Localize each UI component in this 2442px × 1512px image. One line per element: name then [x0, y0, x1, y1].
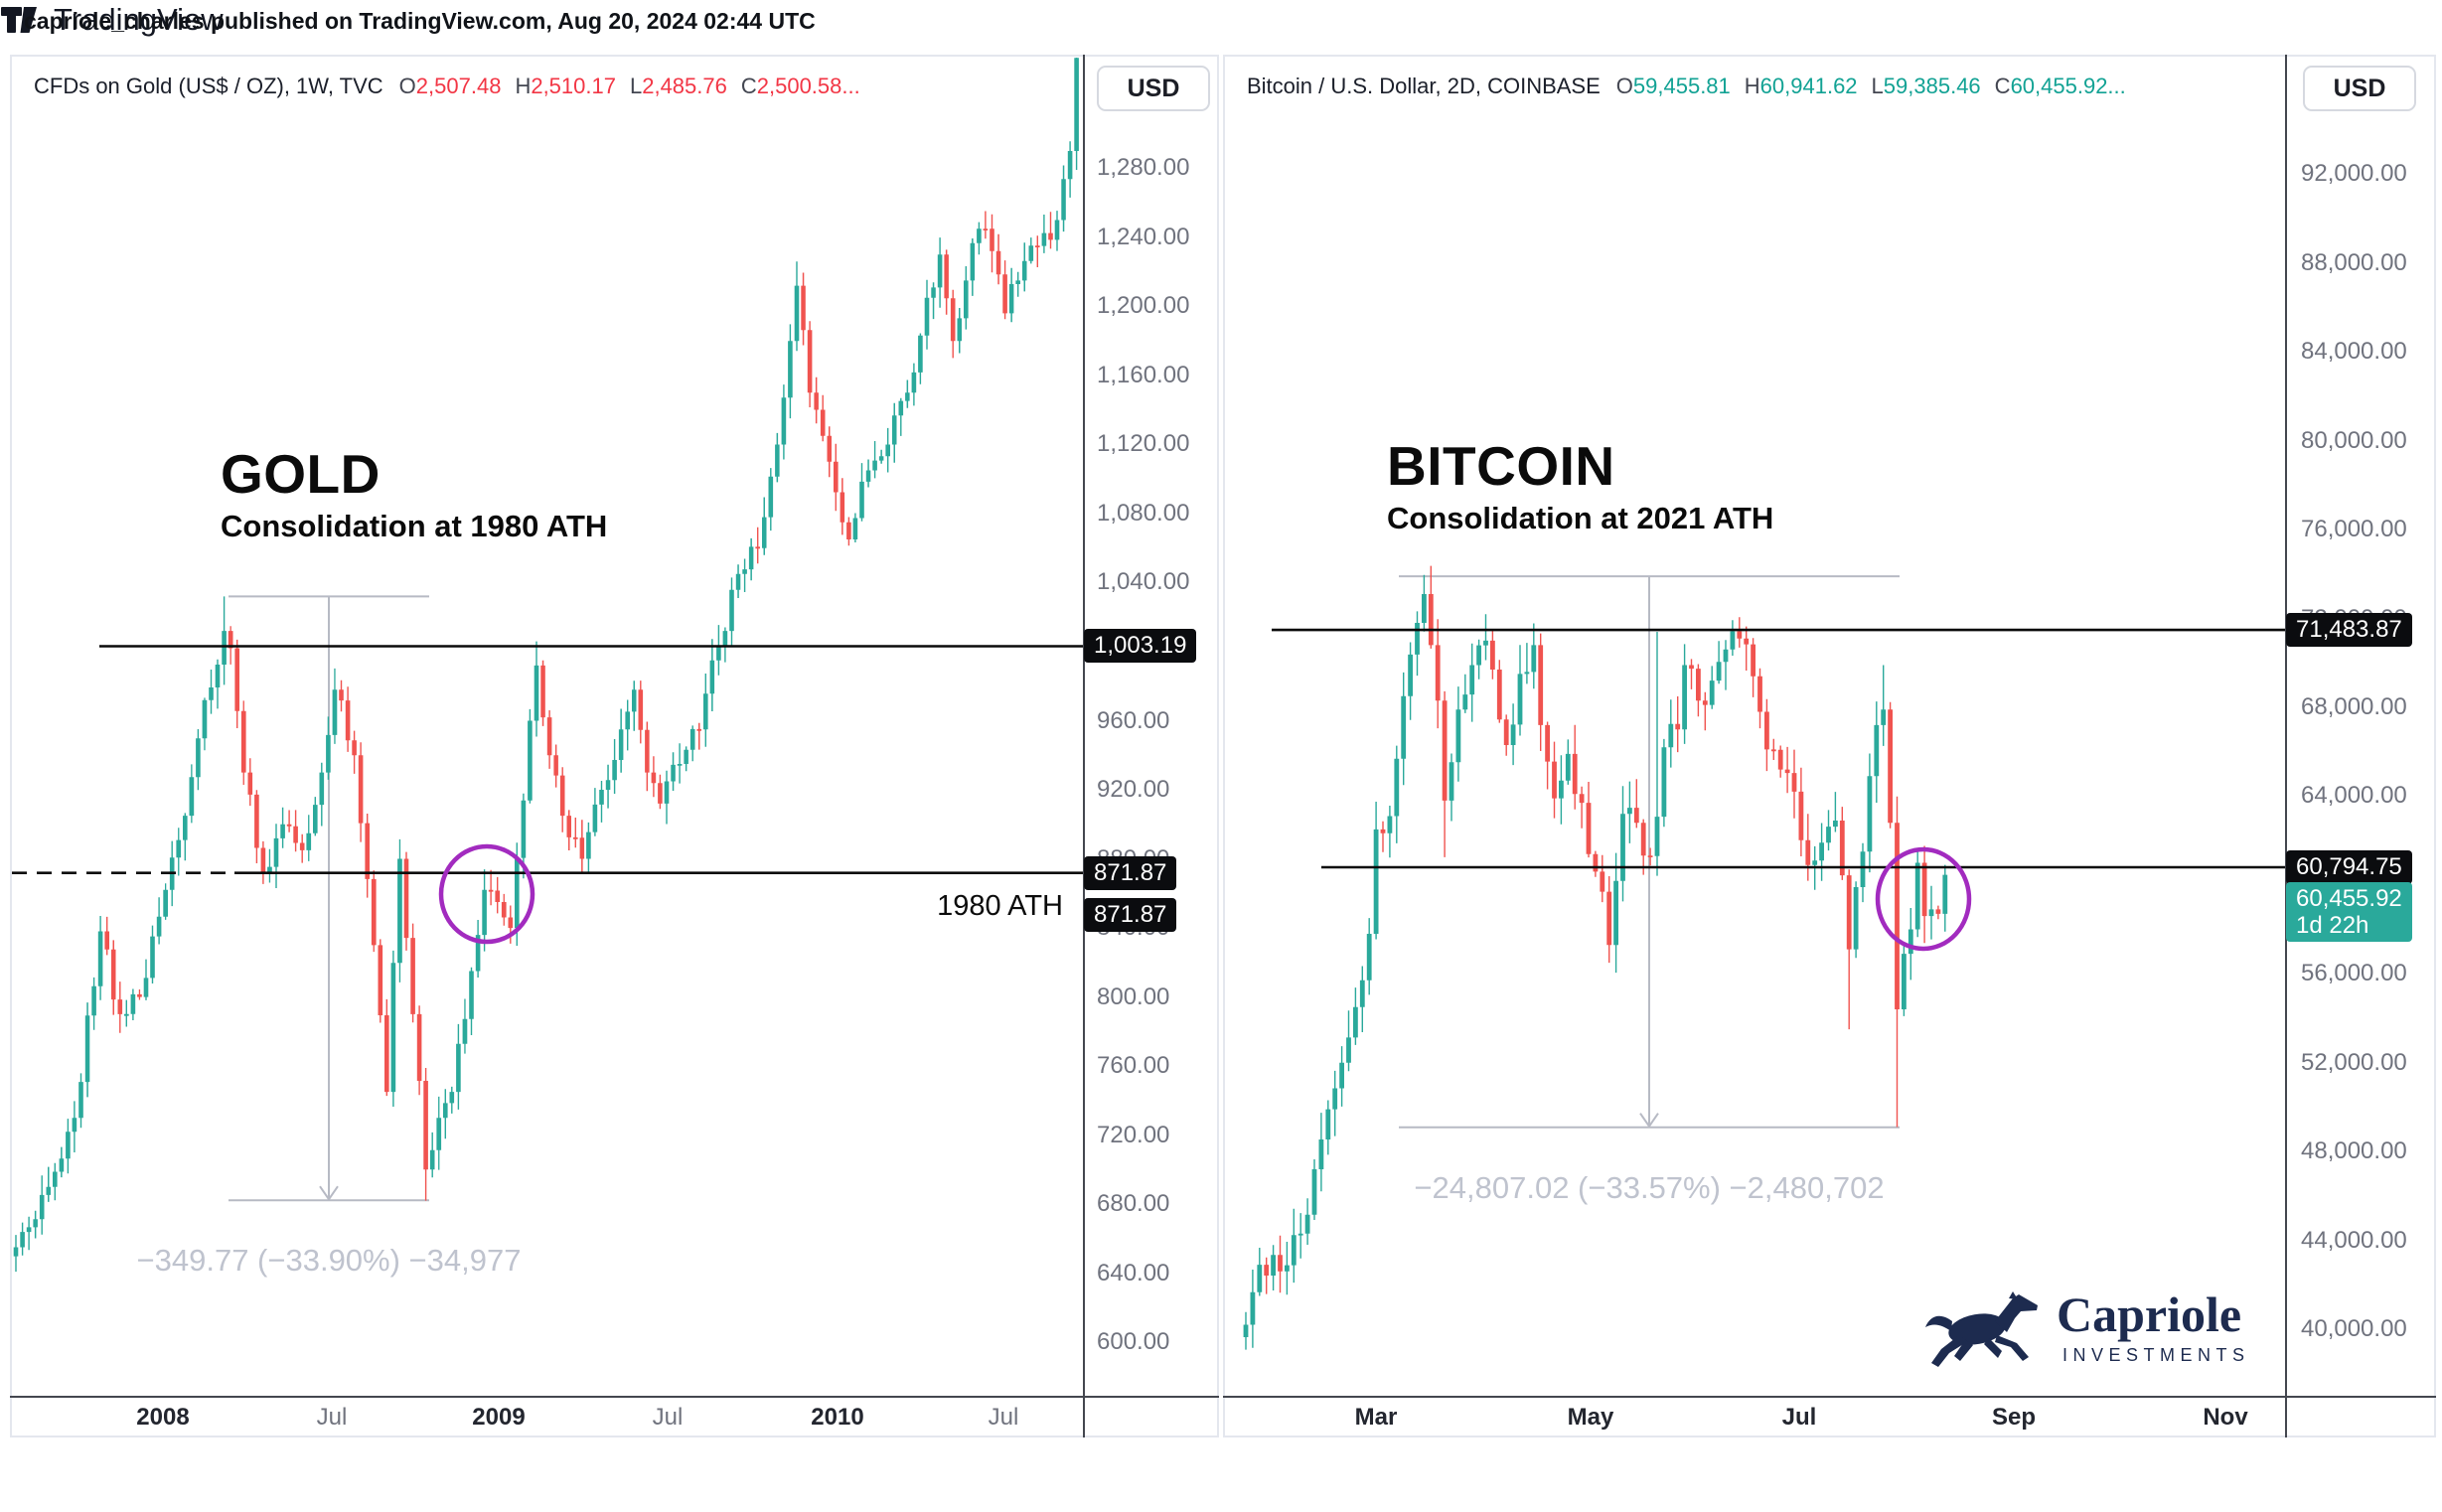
btc-low: L59,385.46: [1871, 74, 1981, 98]
gold-open: O2,507.48: [398, 74, 502, 98]
capriole-subtitle: INVESTMENTS: [2062, 1345, 2250, 1365]
btc-time-axis-separator: [1223, 1396, 2436, 1398]
gold-time-axis-separator: [10, 1396, 1219, 1398]
btc-plot-pane[interactable]: [1243, 111, 2284, 1395]
btc-close: C60,455.92...: [1994, 74, 2126, 98]
btc-annotation-subtitle: Consolidation at 2021 ATH: [1387, 501, 1774, 535]
btc-currency-button[interactable]: USD: [2303, 66, 2416, 111]
bitcoin-chart-panel: [1223, 55, 2436, 1437]
gold-legend[interactable]: CFDs on Gold (US$ / OZ), 1W, TVC O2,507.4…: [34, 74, 874, 99]
btc-symbol-title: Bitcoin / U.S. Dollar, 2D, COINBASE: [1247, 74, 1601, 98]
gold-time-scale[interactable]: [12, 1398, 1217, 1436]
gold-symbol-title: CFDs on Gold (US$ / OZ), 1W, TVC: [34, 74, 383, 98]
capriole-logo: Capriole INVESTMENTS: [1925, 1284, 2402, 1383]
gold-annotation-subtitle: Consolidation at 1980 ATH: [221, 509, 608, 543]
btc-price-axis-separator: [2285, 55, 2287, 1437]
btc-price-scale[interactable]: [2287, 111, 2434, 1395]
gold-1980-ath-line-label: 1980 ATH: [937, 890, 1063, 922]
btc-legend[interactable]: Bitcoin / U.S. Dollar, 2D, COINBASE O59,4…: [1247, 74, 2140, 99]
tradingview-label: TradingView: [54, 2, 224, 37]
gold-annotation-title: GOLD: [221, 443, 381, 505]
btc-time-scale[interactable]: [1225, 1398, 2432, 1436]
gold-highlight-circle: [438, 843, 535, 945]
btc-measurement-lines: [1399, 575, 1900, 1129]
gold-annotation: GOLD Consolidation at 1980 ATH: [221, 445, 607, 546]
capriole-name: Capriole: [2057, 1286, 2242, 1342]
btc-highlight-circle: [1875, 846, 1972, 952]
gold-currency-button[interactable]: USD: [1097, 66, 1210, 111]
gold-price-axis-separator: [1083, 55, 1085, 1437]
gold-high: H2,510.17: [515, 74, 616, 98]
gold-low: L2,485.76: [629, 74, 727, 98]
gold-chart-panel: [10, 55, 1219, 1437]
btc-annotation-title: BITCOIN: [1387, 435, 1615, 497]
btc-high: H60,941.62: [1744, 74, 1858, 98]
gold-price-scale[interactable]: [1085, 111, 1217, 1395]
gold-close: C2,500.58...: [740, 74, 860, 98]
tradingview-attribution[interactable]: TradingView: [0, 0, 2442, 40]
tradingview-logo-icon: [1, 7, 37, 33]
btc-open: O59,455.81: [1615, 74, 1731, 98]
capriole-horse-icon: [1925, 1291, 2038, 1367]
published-header: capriole_charles published on TradingVie…: [24, 8, 816, 34]
gold-plot-pane[interactable]: [12, 111, 1081, 1395]
gold-measurement-lines: [229, 595, 429, 1202]
btc-annotation: BITCOIN Consolidation at 2021 ATH: [1387, 437, 1773, 538]
